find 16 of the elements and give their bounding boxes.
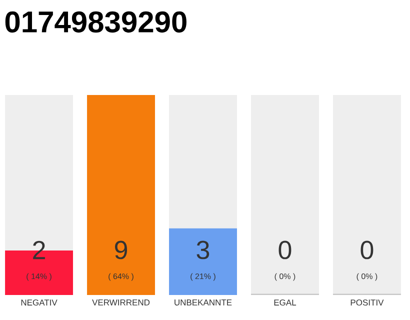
x-tick-label: EGAL <box>274 300 296 306</box>
annotation: ( 14% ) <box>26 273 52 281</box>
annotation: ( 21% ) <box>190 273 216 281</box>
data-label: 9 <box>115 240 128 260</box>
chart-title: 01749839290 <box>5 11 186 33</box>
x-tick-label: VERWIRREND <box>92 300 150 306</box>
x-tick-label: POSITIV <box>350 300 384 306</box>
data-label: 0 <box>360 240 374 260</box>
data-label: 0 <box>278 240 292 260</box>
annotation: ( 64% ) <box>108 273 134 281</box>
x-tick-label: UNBEKANNTE <box>174 300 232 306</box>
annotation: ( 0% ) <box>356 273 378 281</box>
data-label: 3 <box>196 240 210 260</box>
annotation: ( 0% ) <box>274 273 296 281</box>
data-label: 2 <box>33 240 45 260</box>
x-tick-label: NEGATIV <box>21 300 58 306</box>
